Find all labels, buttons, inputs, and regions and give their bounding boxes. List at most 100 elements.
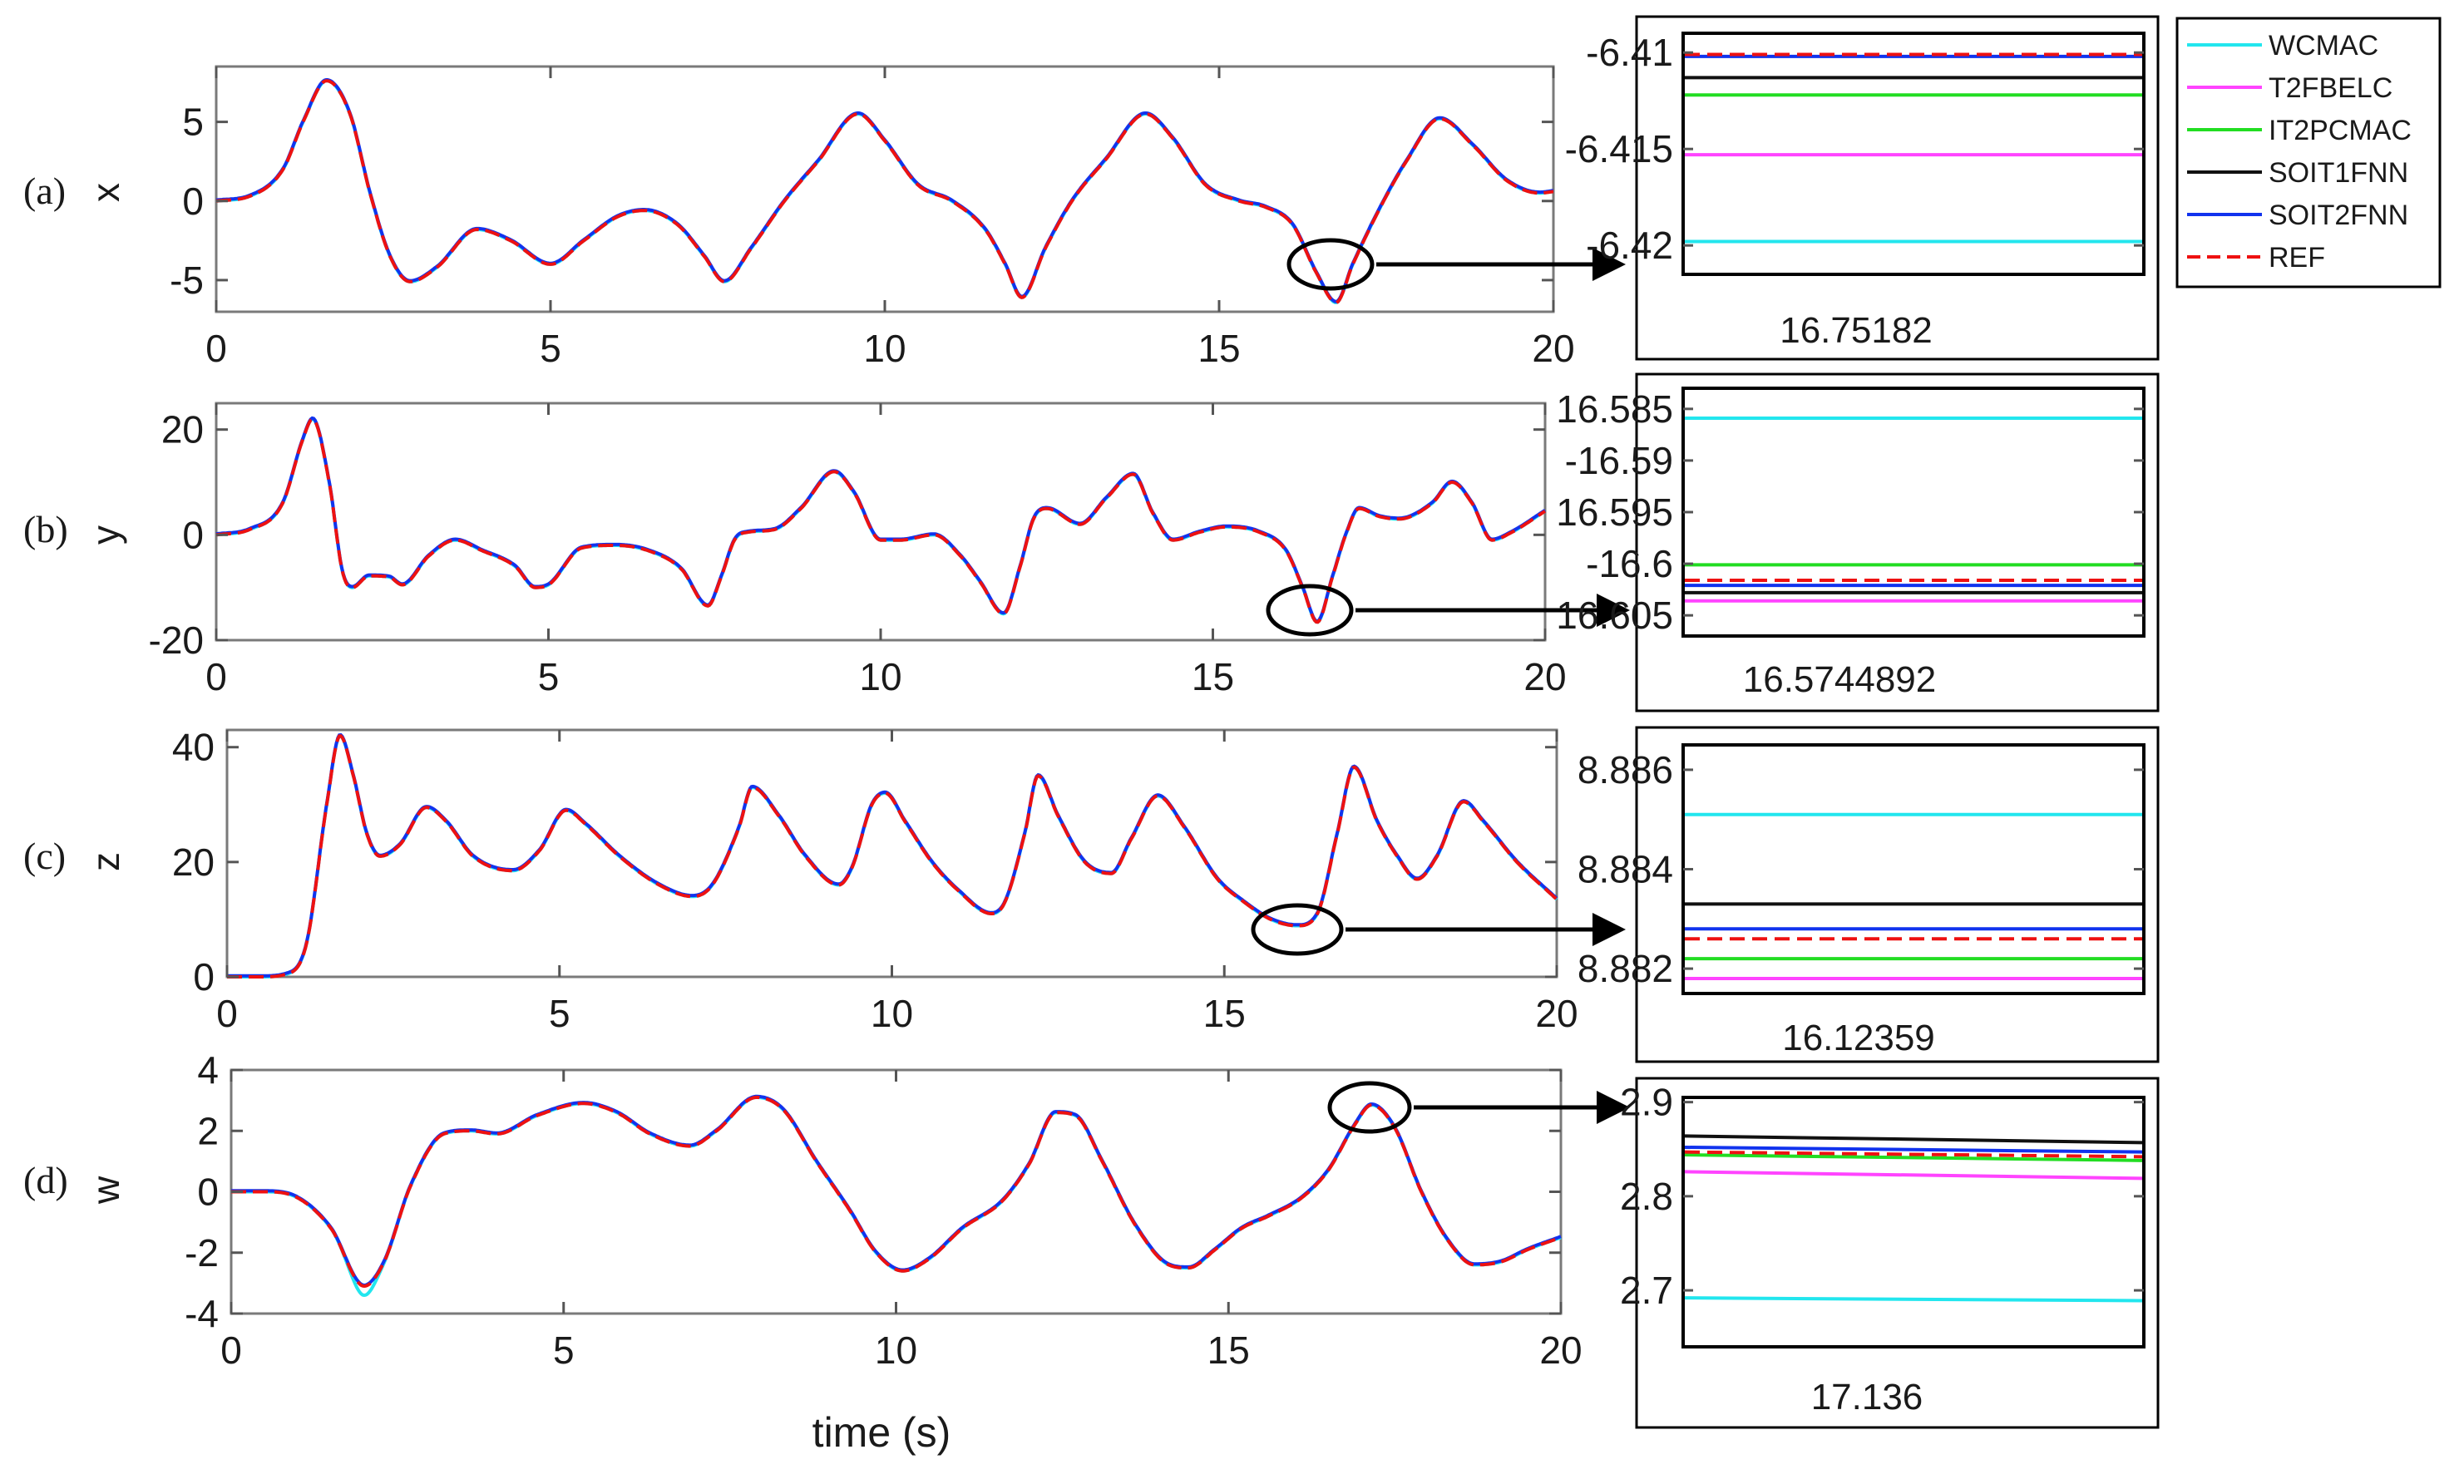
x-tick-label: 0 xyxy=(205,655,227,698)
y-tick-label: 4 xyxy=(197,1048,219,1092)
ylabel-b: y xyxy=(84,525,127,545)
x-tick-label: 5 xyxy=(538,655,560,698)
zoom-y-tick-label: 16.585 xyxy=(1556,387,1673,431)
legend-label-t2fbelc: T2FBELC xyxy=(2269,72,2392,104)
callout-d xyxy=(1327,1081,1630,1134)
zoom-ellipse-d xyxy=(1327,1081,1412,1134)
y-tick-label: 20 xyxy=(172,841,215,884)
y-tick-label: 0 xyxy=(182,180,204,223)
y-tick-label: 2 xyxy=(197,1109,219,1152)
x-tick-label: 15 xyxy=(1197,327,1240,370)
zoom-y-tick-label: -6.41 xyxy=(1586,31,1673,74)
x-tick-label: 15 xyxy=(1207,1329,1250,1372)
zoom-axes-frame xyxy=(1681,1096,2146,1348)
legend-label-wcmac: WCMAC xyxy=(2269,30,2378,62)
x-tick-label: 10 xyxy=(875,1329,917,1372)
y-tick-label: 40 xyxy=(172,726,215,769)
y-tick-label: 0 xyxy=(182,513,204,556)
callout-c xyxy=(1251,903,1626,956)
zoom-y-tick-label: 8.882 xyxy=(1578,947,1673,990)
series-line-ref xyxy=(215,79,1554,304)
y-tick-label: -20 xyxy=(149,619,204,662)
zoom-y-tick-label: 2.8 xyxy=(1620,1175,1673,1218)
zoom-plot-d: 2.9 2.8 2.7 xyxy=(1620,1081,2146,1348)
y-tick-label: -4 xyxy=(185,1292,219,1335)
y-tick-label: -5 xyxy=(170,259,204,302)
series-line-ref xyxy=(215,417,1547,624)
zoom-box-a xyxy=(1635,15,2160,361)
zoom-y-tick-label: 8.886 xyxy=(1578,748,1673,791)
zoom-y-tick-label: -6.42 xyxy=(1586,224,1673,267)
zoom-y-tick-label: 2.7 xyxy=(1620,1269,1673,1312)
zoom-xlabel-b: 16.5744892 xyxy=(1743,659,1936,700)
x-tick-label: 0 xyxy=(216,992,238,1035)
zoom-series-it2pcmac xyxy=(1684,1153,2143,1162)
axes-frame xyxy=(215,65,1555,313)
x-tick-label: 10 xyxy=(871,992,913,1035)
callout-a xyxy=(1286,238,1626,291)
zoom-series-wcmac xyxy=(1684,1296,2143,1303)
ylabel-c: z xyxy=(84,852,127,871)
zoom-y-tick-label: 16.595 xyxy=(1556,491,1673,534)
x-tick-label: 0 xyxy=(220,1329,242,1372)
x-tick-label: 20 xyxy=(1523,655,1566,698)
zoom-ellipse-c xyxy=(1251,903,1344,956)
zoom-ellipse-a xyxy=(1286,238,1375,291)
callout-b xyxy=(1266,584,1630,637)
zoom-y-tick-label: 2.9 xyxy=(1620,1081,1673,1124)
legend-label-ref: REF xyxy=(2269,242,2325,274)
legend-label-it2pcmac: IT2PCMAC xyxy=(2269,115,2412,146)
zoom-plot-c: 8.886 8.884 8.882 xyxy=(1578,743,2146,995)
ylabel-d: w xyxy=(84,1176,127,1205)
panel-label-a: (a) xyxy=(23,170,66,212)
zoom-y-tick-label: -16.59 xyxy=(1565,439,1673,482)
zoom-y-tick-label: -6.415 xyxy=(1565,127,1673,170)
x-tick-label: 15 xyxy=(1203,992,1246,1035)
panel-label-b: (b) xyxy=(23,508,68,550)
zoom-series-soit2fnn xyxy=(1684,1146,2143,1154)
axes-frame xyxy=(230,1068,1563,1315)
x-tick-label: 5 xyxy=(553,1329,575,1372)
zoom-plot-b: 16.585 -16.59 16.595 -16.6 16.605 xyxy=(1556,387,2146,638)
y-tick-label: 20 xyxy=(161,408,204,451)
x-tick-label: 20 xyxy=(1532,327,1574,370)
legend-label-soit2fnn: SOIT2FNN xyxy=(2269,200,2408,231)
series-line-ref xyxy=(231,1096,1562,1289)
panel-label-d: (d) xyxy=(23,1159,68,1201)
y-tick-label: 0 xyxy=(193,955,215,998)
x-tick-label: 20 xyxy=(1539,1329,1582,1372)
x-tick-label: 5 xyxy=(540,327,561,370)
zoom-series-t2fbelc xyxy=(1684,1170,2143,1181)
x-tick-label: 20 xyxy=(1535,992,1578,1035)
y-tick-label: 5 xyxy=(182,101,204,144)
zoom-xlabel-d: 17.136 xyxy=(1811,1377,1923,1417)
zoom-ellipse-b xyxy=(1266,584,1354,637)
series-line-ref xyxy=(227,734,1558,979)
y-tick-label: 0 xyxy=(197,1171,219,1214)
zoom-box-d xyxy=(1635,1077,2160,1429)
axes-frame xyxy=(225,728,1558,979)
x-tick-label: 10 xyxy=(863,327,906,370)
zoom-series-soit1fnn xyxy=(1684,1134,2143,1145)
y-tick-label: -2 xyxy=(185,1231,219,1274)
x-tick-label: 15 xyxy=(1192,655,1234,698)
zoom-y-tick-label: 8.884 xyxy=(1578,848,1673,891)
zoom-xlabel-c: 16.12359 xyxy=(1782,1018,1935,1058)
legend-box xyxy=(2175,17,2442,288)
zoom-axes-frame xyxy=(1681,743,2146,995)
ylabel-a: x xyxy=(84,183,127,202)
zoom-series-ref xyxy=(1684,1150,2143,1159)
legend: WCMAC T2FBELC IT2PCMAC SOIT1FNN SOIT2FNN REF xyxy=(2175,17,2442,288)
xlabel-time: time (s) xyxy=(812,1409,951,1456)
zoom-plot-a: -6.41 -6.415 -6.42 xyxy=(1565,31,2146,276)
zoom-y-tick-label: -16.6 xyxy=(1586,542,1673,585)
zoom-axes-frame xyxy=(1681,387,2146,638)
zoom-box-b xyxy=(1635,372,2160,712)
main-plot-c: 0 5 10 15 20 40 20 0 xyxy=(172,726,1578,1035)
zoom-xlabel-a: 16.75182 xyxy=(1780,310,1933,351)
axes-frame xyxy=(215,402,1547,642)
